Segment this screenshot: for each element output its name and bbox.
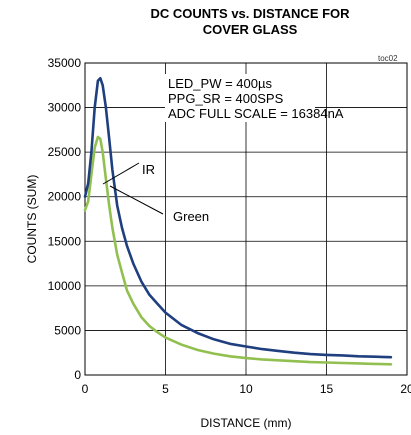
x-axis-label: DISTANCE (mm) <box>200 416 291 430</box>
figure-tag: toc02 <box>378 54 398 63</box>
series-label-green: Green <box>173 209 209 224</box>
y-axis-label: COUNTS (SUM) <box>25 175 39 264</box>
series-label-ir-background <box>138 161 162 177</box>
series-label-ir: IR <box>142 162 155 177</box>
x-tick-label: 15 <box>320 382 334 396</box>
x-tick-label: 5 <box>162 382 169 396</box>
y-tick-label: 10000 <box>48 279 82 293</box>
chart-title: DC COUNTS vs. DISTANCE FOR COVER GLASS <box>100 6 400 38</box>
x-tick-label: 0 <box>82 382 89 396</box>
y-tick-label: 30000 <box>48 101 82 115</box>
plot-border <box>84 62 408 376</box>
series-label-green-leader <box>109 185 164 215</box>
annotation-background <box>165 74 315 122</box>
y-tick-label: 20000 <box>48 190 82 204</box>
x-tick-label: 20 <box>400 382 411 396</box>
series-label-green-background <box>170 208 216 224</box>
y-tick-label: 35000 <box>48 56 82 70</box>
annotation-text: ADC FULL SCALE = 16384nA <box>168 106 344 121</box>
chart-title-line-2: COVER GLASS <box>202 22 298 37</box>
y-tick-label: 5000 <box>54 323 81 337</box>
y-tick-label: 0 <box>74 368 81 382</box>
annotation-text: PPG_SR = 400SPS <box>168 91 284 106</box>
y-tick-label: 25000 <box>48 145 82 159</box>
chart-title-line-1: DC COUNTS vs. DISTANCE FOR <box>150 6 350 21</box>
y-tick-label: 15000 <box>48 234 82 248</box>
series-line-green <box>83 135 393 366</box>
annotation-text: LED_PW = 400µs <box>168 76 272 91</box>
x-tick-label: 10 <box>239 382 253 396</box>
series-line-ir <box>83 76 393 359</box>
series-label-ir-leader <box>102 162 140 185</box>
